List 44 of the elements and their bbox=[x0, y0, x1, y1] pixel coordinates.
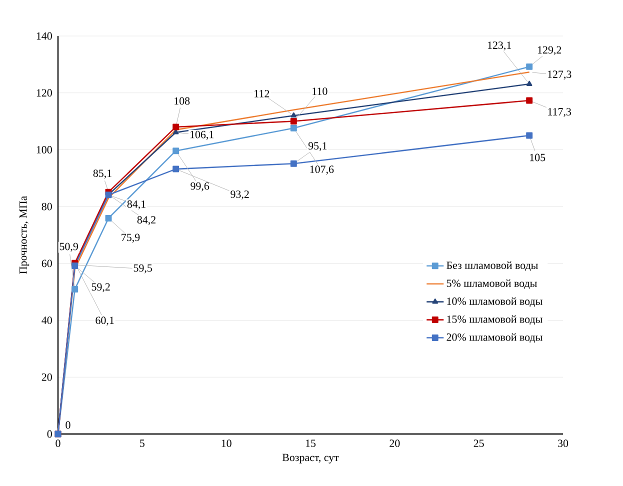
data-label: 95,1 bbox=[308, 142, 327, 152]
x-tick-label: 5 bbox=[140, 440, 144, 447]
legend-label: 20% шламовой воды bbox=[446, 333, 542, 343]
data-label: 85,1 bbox=[93, 170, 112, 179]
y-axis-title: Прочность, МПа bbox=[20, 196, 30, 274]
x-axis-title: Возраст, сут bbox=[282, 454, 339, 464]
x-tick-label: 30 bbox=[558, 440, 568, 448]
x-tick-label: 0 bbox=[56, 440, 60, 448]
data-label: 108 bbox=[174, 97, 190, 105]
y-tick-label: 0 bbox=[47, 430, 52, 438]
legend-label: 10% шламовой воды bbox=[447, 297, 542, 307]
data-label: 123,1 bbox=[488, 42, 511, 51]
data-label: 112 bbox=[254, 90, 270, 98]
y-tick-label: 80 bbox=[42, 202, 52, 210]
y-tick-label: 100 bbox=[36, 146, 52, 154]
data-label: 99,6 bbox=[190, 182, 210, 192]
data-label: 106,1 bbox=[190, 130, 214, 140]
legend-label: 15% шламовой воды bbox=[447, 315, 542, 325]
x-tick-label: 15 bbox=[306, 440, 316, 447]
data-label: 127,3 bbox=[548, 70, 572, 80]
data-label: 59,2 bbox=[92, 283, 110, 292]
data-label: 50,9 bbox=[60, 242, 78, 252]
data-label: 93,2 bbox=[230, 190, 249, 200]
data-label: 84,2 bbox=[137, 216, 156, 226]
y-tick-label: 120 bbox=[36, 89, 52, 97]
legend-label: 5% шламовой воды bbox=[446, 279, 537, 289]
data-label: 84,1 bbox=[127, 200, 146, 210]
x-tick-label: 25 bbox=[474, 440, 484, 448]
data-label: 107,6 bbox=[310, 166, 334, 175]
data-label: 117,3 bbox=[548, 108, 572, 117]
data-label: 129,2 bbox=[538, 46, 562, 56]
x-tick-label: 20 bbox=[390, 440, 400, 448]
data-label: 105 bbox=[530, 154, 546, 162]
y-tick-label: 40 bbox=[42, 316, 52, 324]
legend-label: Без шламовой воды bbox=[446, 261, 538, 272]
y-tick-label: 20 bbox=[42, 373, 52, 381]
data-label: 0 bbox=[66, 421, 70, 429]
data-label: 110 bbox=[312, 88, 328, 95]
y-tick-label: 60 bbox=[42, 260, 52, 268]
x-tick-label: 10 bbox=[222, 440, 232, 448]
data-label: 59,5 bbox=[134, 264, 152, 274]
y-tick-label: 140 bbox=[36, 32, 52, 40]
data-label: 75,9 bbox=[122, 234, 140, 243]
data-label: 60,1 bbox=[96, 316, 114, 326]
